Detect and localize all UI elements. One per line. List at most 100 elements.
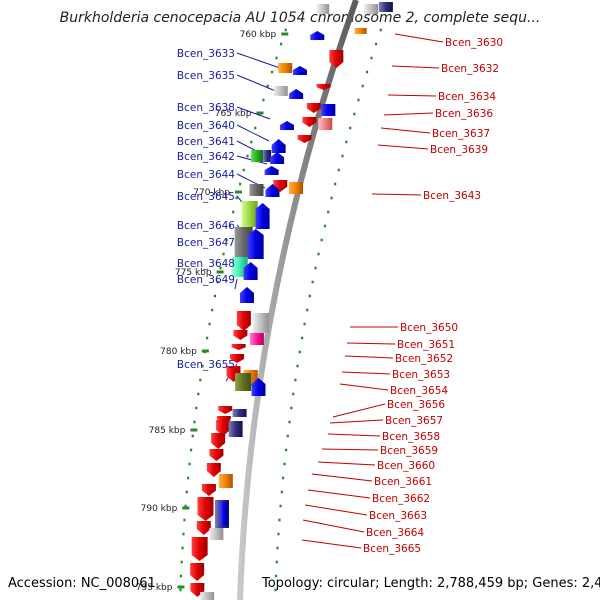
gene-label-left[interactable]: Bcen_3633 [177, 48, 235, 60]
gene-label-right[interactable]: Bcen_3661 [374, 476, 432, 488]
gene-block [235, 373, 252, 391]
track-dot [320, 238, 323, 242]
gene-label-right[interactable]: Bcen_3656 [387, 399, 445, 411]
kbp-label: 765 kbp [215, 109, 252, 119]
gene-label-right[interactable]: Bcen_3665 [363, 543, 421, 555]
track-dot [301, 336, 304, 340]
gene-label-right[interactable]: Bcen_3636 [435, 108, 493, 120]
gene-label-left[interactable]: Bcen_3641 [177, 136, 235, 148]
track-dot [317, 252, 320, 256]
gene-label-right[interactable]: Bcen_3659 [380, 445, 438, 457]
track-dot [270, 70, 274, 74]
gene-label-right[interactable]: Bcen_3651 [397, 339, 455, 351]
track-dot [282, 476, 285, 480]
leader-line [377, 144, 429, 150]
gene-label-right[interactable]: Bcen_3658 [382, 431, 440, 443]
gene-block [209, 528, 224, 540]
gene-label-right[interactable]: Bcen_3662 [372, 493, 430, 505]
track-dot [327, 210, 330, 214]
gene-arrow-forward [191, 537, 208, 561]
track-dot [361, 84, 364, 88]
gene-label-right[interactable]: Bcen_3663 [369, 510, 427, 522]
leader-line [301, 539, 362, 549]
track-dot [334, 182, 337, 186]
gene-label-left[interactable]: Bcen_3655 [177, 359, 235, 371]
track-dot [199, 378, 202, 382]
gene-label-right[interactable]: Bcen_3654 [390, 385, 448, 397]
track-dot [191, 434, 194, 438]
kbp-tick [281, 32, 289, 36]
track-dot [197, 392, 200, 396]
gene-label-right[interactable]: Bcen_3664 [366, 527, 424, 539]
gene-arrow-forward [218, 406, 233, 414]
track-dot [239, 182, 242, 186]
gene-block [251, 150, 264, 162]
gene-arrow-forward [216, 420, 231, 436]
track-dot [274, 588, 277, 592]
gene-label-right[interactable]: Bcen_3657 [385, 415, 443, 427]
track-dot [357, 98, 360, 102]
track-dot [246, 154, 249, 158]
kbp-label: 780 kbp [160, 347, 197, 357]
gene-label-left[interactable]: Bcen_3647 [177, 237, 235, 249]
gene-label-right[interactable]: Bcen_3639 [430, 144, 488, 156]
gene-block [288, 182, 303, 194]
gene-arrow-reverse [292, 66, 307, 75]
gene-arrow-reverse [271, 139, 286, 153]
gene-label-left[interactable]: Bcen_3638 [177, 102, 235, 114]
gene-label-left[interactable]: Bcen_3642 [177, 151, 235, 163]
leader-line [346, 342, 396, 345]
track-dot [250, 140, 253, 144]
gene-label-right[interactable]: Bcen_3652 [395, 353, 453, 365]
label-leaders [225, 33, 444, 549]
gene-label-left[interactable]: Bcen_3646 [177, 220, 235, 232]
track-dot [193, 420, 196, 424]
gene-label-right[interactable]: Bcen_3630 [445, 37, 503, 49]
gene-label-left[interactable]: Bcen_3635 [177, 70, 235, 82]
track-dot [308, 294, 311, 298]
gene-arrow-forward [233, 330, 248, 340]
track-dot [254, 126, 257, 130]
gene-label-left[interactable]: Bcen_3640 [177, 120, 235, 132]
track-dot [323, 224, 326, 228]
gene-label-right[interactable]: Bcen_3637 [432, 128, 490, 140]
leader-line [234, 278, 238, 290]
leader-line [236, 106, 271, 120]
gene-label-right[interactable]: Bcen_3634 [438, 91, 496, 103]
gene-label-right[interactable]: Bcen_3660 [377, 460, 435, 472]
gene-arrow-forward [316, 84, 331, 90]
gene-block [354, 28, 367, 34]
track-dot [195, 406, 198, 410]
gene-label-right[interactable]: Bcen_3632 [441, 63, 499, 75]
kbp-label: 775 kbp [175, 268, 212, 278]
track-dot [228, 224, 231, 228]
gene-arrow-forward [329, 50, 344, 68]
gene-block [219, 502, 228, 526]
gene-label-left[interactable]: Bcen_3648 [177, 258, 235, 270]
gene-label-right[interactable]: Bcen_3650 [400, 322, 458, 334]
gene-arrow-forward [190, 563, 205, 581]
track-dot [184, 504, 187, 508]
track-dot [353, 112, 356, 116]
track-dot [190, 448, 193, 452]
gene-arrow-forward [306, 103, 321, 113]
track-dot [349, 126, 352, 130]
gene-label-right[interactable]: Bcen_3653 [392, 369, 450, 381]
gene-label-left[interactable]: Bcen_3644 [177, 169, 235, 181]
gene-arrow-reverse [280, 121, 294, 130]
track-dot [222, 252, 225, 256]
leader-line [380, 127, 431, 134]
track-dot [314, 266, 317, 270]
leader-line [391, 65, 440, 69]
gene-label-left[interactable]: Bcen_3649 [177, 274, 235, 286]
track-dot [283, 462, 286, 466]
gene-arrow-reverse [247, 229, 264, 259]
track-dot [277, 532, 280, 536]
gene-label-right[interactable]: Bcen_3643 [423, 190, 481, 202]
gene-block [378, 2, 393, 12]
track-dot [290, 406, 293, 410]
kbp-scale: 760 kbp 765 kbp 770 kbp 775 kbp 780 kbp 785 k… [136, 30, 289, 593]
gene-label-left[interactable]: Bcen_3645 [177, 191, 235, 203]
gene-block [241, 201, 258, 227]
